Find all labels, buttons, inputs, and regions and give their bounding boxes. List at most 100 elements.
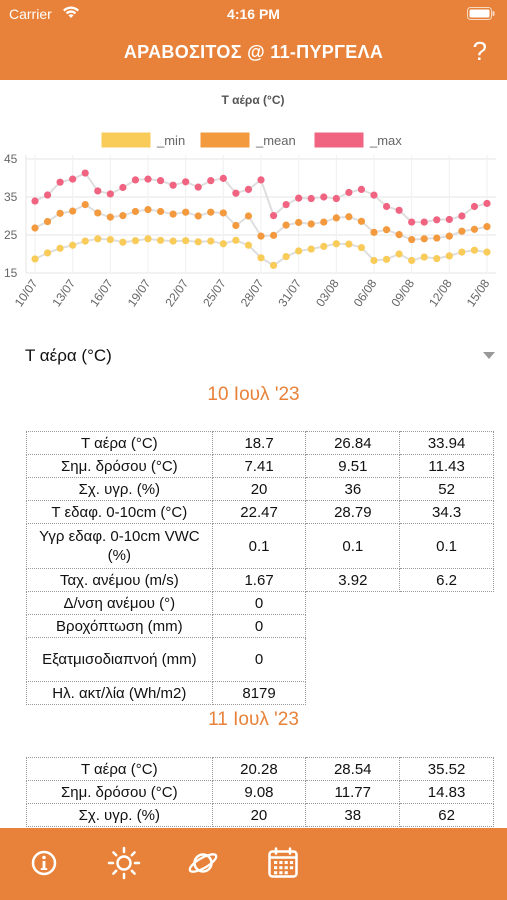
calendar-icon [268, 847, 298, 878]
max-value: 6.2 [399, 568, 494, 592]
parameter-selector[interactable]: T αέρα (°C) [25, 346, 500, 370]
data-point-max [232, 189, 240, 197]
status-bar: Carrier 4:16 PM [0, 0, 507, 28]
data-point-min [420, 253, 428, 261]
data-point-min [483, 248, 491, 256]
data-point-min [357, 243, 366, 252]
legend-swatch [314, 132, 364, 148]
data-point-max [345, 188, 353, 197]
data-point-mean [332, 214, 340, 222]
data-point-mean [131, 207, 140, 216]
data-point-min [169, 237, 177, 245]
day-data-table: T αέρα (°C) 18.7 26.84 33.94 Σημ. δρόσου… [26, 431, 494, 705]
row-label: Σχ. υγρ. (%) [26, 477, 213, 501]
data-point-min [144, 235, 152, 243]
tab-weather[interactable] [107, 846, 141, 880]
empty-cell [306, 682, 494, 705]
data-point-mean [282, 221, 290, 229]
data-point-mean [56, 209, 64, 217]
max-value: 35.52 [399, 757, 494, 781]
data-point-min [445, 252, 453, 260]
data-point-min [94, 235, 102, 243]
data-point-mean [483, 223, 491, 231]
max-value: 33.94 [399, 431, 494, 455]
dropdown-caret-icon [483, 352, 495, 359]
data-point-min [156, 236, 165, 244]
min-value: 0.1 [211, 523, 307, 569]
min-value: 20.28 [211, 757, 307, 781]
data-point-mean [182, 208, 190, 216]
data-point-max [94, 187, 102, 195]
data-point-mean [269, 231, 278, 239]
row-label: T αέρα (°C) [26, 431, 213, 455]
row-label: Σημ. δρόσου (°C) [26, 780, 213, 804]
data-point-mean [408, 235, 416, 244]
value: 0 [211, 614, 307, 638]
data-point-min [244, 241, 253, 249]
legend-label: _max [369, 133, 402, 148]
tab-planet[interactable] [186, 846, 220, 880]
legend-label: _min [156, 133, 185, 148]
mean-value: 28.79 [305, 500, 401, 524]
data-point-mean [119, 212, 127, 220]
page-title: ΑΡΑΒΟΣΙΤΟΣ @ 11-ΠΥΡΓΕΛΑ [123, 42, 384, 62]
table-row: Ταχ. ανέμου (m/s) 1.67 3.92 6.2 [26, 568, 494, 592]
min-value: 20 [211, 477, 307, 501]
value: 8179 [211, 681, 307, 705]
x-tick-label: 16/07 [87, 276, 116, 309]
data-point-max [106, 190, 114, 198]
min-value: 20 [211, 803, 307, 827]
max-value: 14.83 [399, 780, 494, 804]
day-data-table: T αέρα (°C) 20.28 28.54 35.52 Σημ. δρόσο… [26, 757, 494, 827]
data-point-max [420, 218, 428, 226]
data-point-mean [370, 228, 378, 236]
data-point-min [31, 255, 39, 263]
max-value: 52 [399, 477, 494, 501]
x-tick-label: 28/07 [238, 276, 267, 309]
tab-calendar[interactable] [266, 846, 300, 880]
max-value: 11.43 [399, 454, 494, 478]
help-button[interactable]: ? [472, 36, 487, 66]
data-point-mean [470, 225, 479, 233]
data-point-min [219, 240, 227, 248]
table-row: Σημ. δρόσου (°C) 7.41 9.51 11.43 [26, 454, 494, 478]
data-point-max [194, 183, 202, 191]
data-point-min [320, 242, 328, 250]
mean-value: 28.54 [305, 757, 401, 781]
data-point-mean [420, 235, 428, 243]
min-value: 9.08 [211, 780, 307, 804]
x-tick-label: 03/08 [313, 276, 342, 309]
data-point-max [295, 194, 303, 202]
data-point-max [458, 212, 466, 220]
row-label: Ηλ. ακτ/λία (Wh/m2) [26, 681, 213, 705]
data-point-max [156, 177, 165, 185]
data-point-mean [69, 207, 77, 215]
tab-info[interactable] [27, 846, 61, 880]
data-point-max [307, 194, 315, 203]
data-point-mean [307, 220, 315, 228]
data-point-mean [94, 209, 102, 217]
battery-icon [467, 7, 495, 23]
chart-title: T αέρα (°C) [221, 93, 284, 107]
data-point-min [194, 238, 202, 246]
x-tick-label: 13/07 [49, 276, 78, 309]
data-point-min [282, 253, 290, 261]
table-row: T αέρα (°C) 20.28 28.54 35.52 [26, 757, 494, 781]
data-point-max [119, 183, 127, 192]
temperature-chart: T αέρα (°C) _min _mean _max 15 25 35 45 10/07 13/… [0, 86, 507, 336]
data-point-max [131, 176, 140, 184]
row-label: Σχ. υγρ. (%) [26, 803, 213, 827]
data-point-min [43, 249, 52, 257]
data-point-min [131, 237, 140, 245]
data-point-max [43, 191, 52, 199]
data-point-max [332, 194, 340, 203]
row-label: Βροχόπτωση (mm) [26, 614, 213, 638]
table-row: Υγρ εδαφ. 0-10cm VWC (%) 0.1 0.1 0.1 [26, 523, 494, 569]
y-tick-label: 35 [4, 190, 18, 204]
data-point-min [69, 241, 77, 249]
mean-value: 9.51 [305, 454, 401, 478]
data-point-mean [194, 212, 202, 220]
table-row: Δ/νση ανέμου (°) 0 [26, 591, 494, 615]
data-point-min [470, 246, 479, 254]
table-row: Εξατμισοδιαπνοή (mm) 0 [26, 637, 494, 682]
